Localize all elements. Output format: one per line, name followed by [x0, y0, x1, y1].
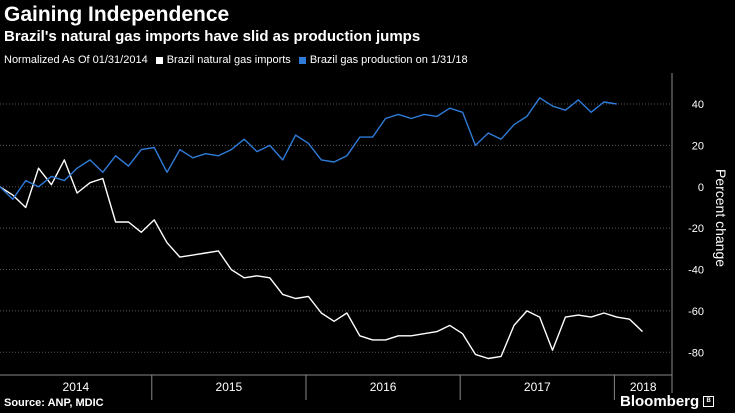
y-tick-label: 40	[692, 99, 704, 111]
y-tick-label: 0	[698, 182, 704, 194]
x-tick-label: 2014	[63, 380, 90, 394]
chart-subtitle: Brazil's natural gas imports have slid a…	[4, 28, 421, 45]
production-line	[0, 97, 617, 200]
y-tick-label: -60	[688, 306, 704, 318]
legend-normalized-label: Normalized As Of 01/31/2014	[4, 54, 148, 66]
imports-line	[0, 159, 643, 360]
brand-name: Bloomberg	[620, 393, 700, 410]
legend-production-label: Brazil gas production on 1/31/18	[309, 54, 468, 66]
bloomberg-icon: B	[703, 396, 715, 407]
x-tick-label: 2017	[524, 380, 551, 394]
legend-imports-label: Brazil natural gas imports	[166, 54, 291, 66]
y-tick-label: -20	[688, 223, 704, 235]
bloomberg-logo: Bloomberg B	[620, 393, 715, 410]
y-tick-label: -80	[688, 347, 704, 359]
chart-title: Gaining Independence	[4, 3, 230, 26]
legend: Normalized As Of 01/31/2014 Brazil natur…	[4, 54, 468, 66]
x-tick-label: 2018	[630, 380, 657, 394]
source-note: Source: ANP, MDIC	[4, 397, 104, 409]
legend-production-swatch	[298, 56, 306, 64]
x-tick-label: 2016	[370, 380, 397, 394]
y-tick-label: 20	[692, 140, 704, 152]
y-tick-label: -40	[688, 265, 704, 277]
x-tick-label: 2015	[216, 380, 243, 394]
y-axis-title: Percent change	[713, 169, 729, 267]
legend-imports-swatch	[155, 56, 163, 64]
